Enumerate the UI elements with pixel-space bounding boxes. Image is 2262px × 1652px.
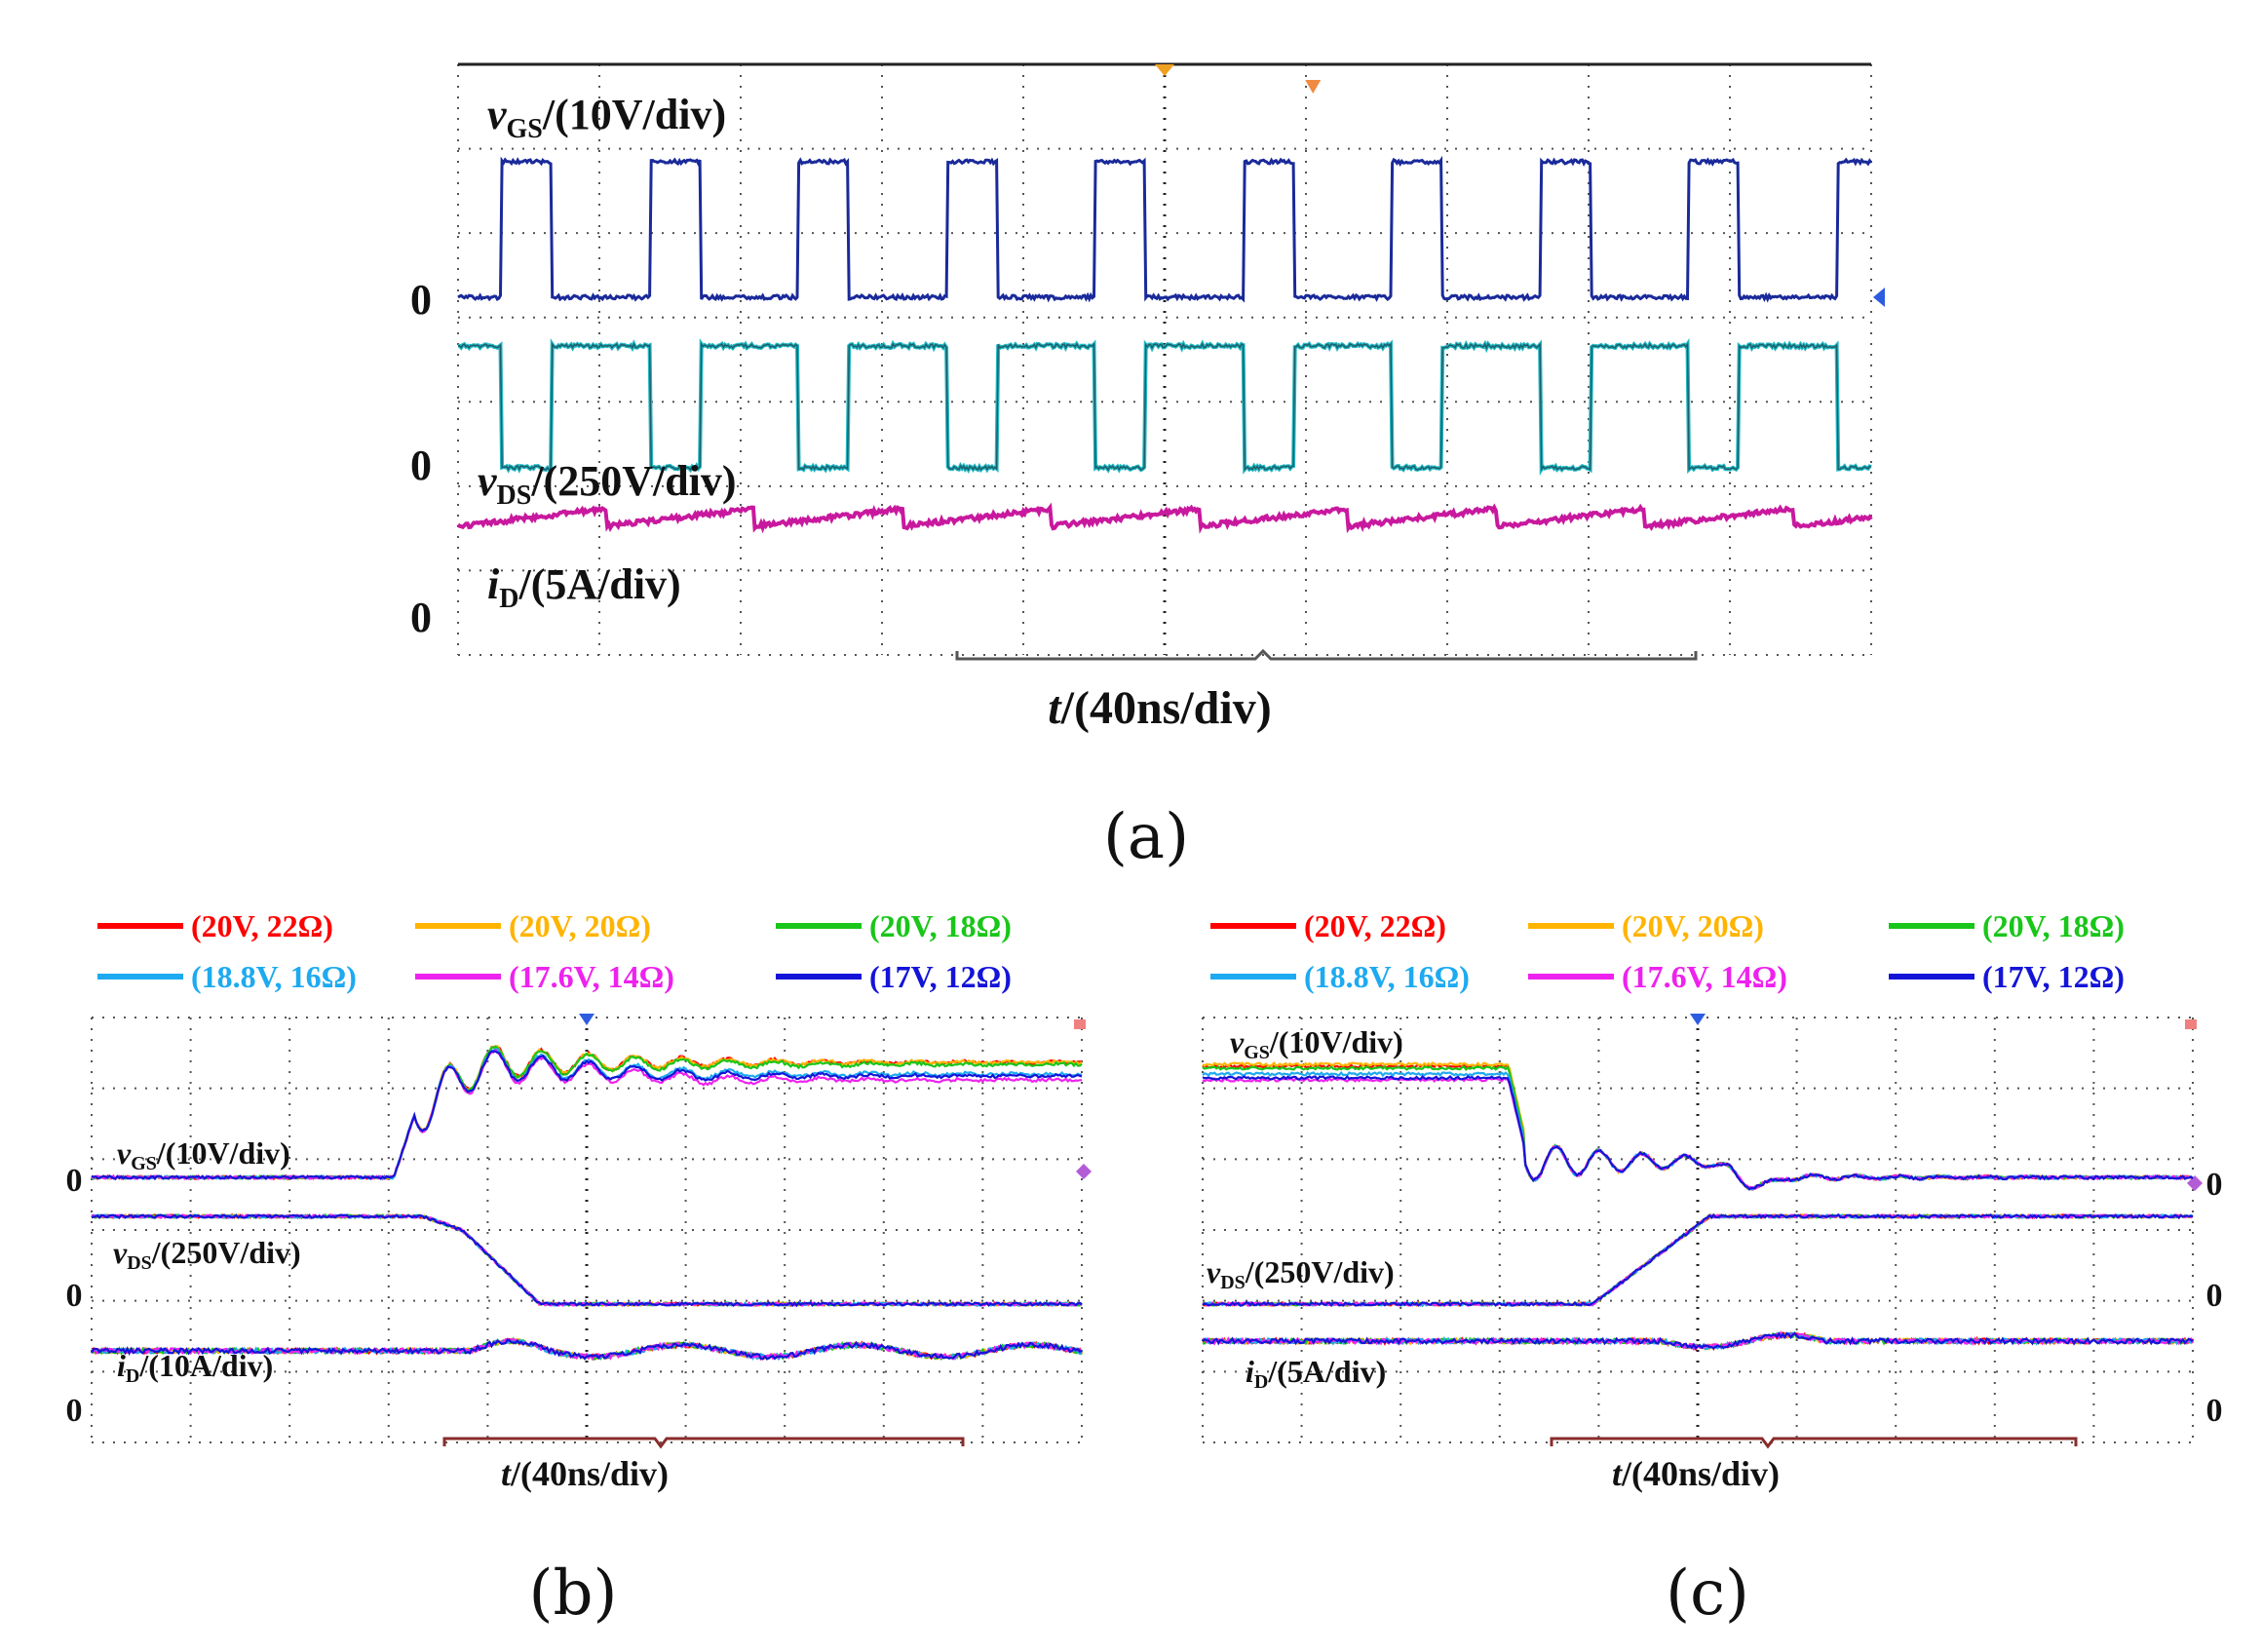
legend-entry: (20V, 22Ω) [1304, 908, 1446, 943]
vds-label-a: vDS/(250V/div) [478, 457, 737, 511]
trigger-marker-a [1155, 64, 1174, 76]
id-label-c: iD/(5A/div) [1246, 1354, 1386, 1393]
traces-a [456, 155, 1885, 534]
panel-b: (20V, 22Ω) (20V, 20Ω) (20V, 18Ω) (18.8V, 16… [66, 908, 1092, 1630]
id-zero-label-a: 0 [410, 594, 432, 641]
legend-entry: (20V, 20Ω) [509, 908, 651, 943]
legend-entry: (20V, 22Ω) [191, 908, 333, 943]
time-bracket-a [955, 648, 1698, 661]
trigger-marker-b [579, 1014, 594, 1025]
legend-entry: (18.8V, 16Ω) [191, 959, 357, 994]
vds-label-b: vDS/(250V/div) [113, 1235, 301, 1274]
ground-marker-b [1076, 1164, 1092, 1179]
traces-c [1202, 1014, 2203, 1352]
caption-b: (b) [529, 1557, 618, 1630]
legend-entry: (17.6V, 14Ω) [1622, 959, 1787, 994]
vds-trace-shadow-a [457, 341, 1872, 472]
time-bracket-b [442, 1437, 965, 1449]
ground-marker-c [2187, 1175, 2203, 1191]
vds-zero-label-c: 0 [2206, 1278, 2223, 1314]
scope-marker-c [2185, 1019, 2197, 1029]
caption-c: (c) [1666, 1557, 1749, 1630]
xlabel-a: t/(40ns/div) [1048, 682, 1271, 734]
legend-entry: (17V, 12Ω) [869, 959, 1012, 994]
id-label-b: iD/(10A/div) [117, 1348, 273, 1387]
scope-marker-b [1074, 1019, 1086, 1029]
traces-b [91, 1014, 1092, 1362]
vgs-trace-b-series-6 [91, 1050, 1083, 1181]
vgs-label-a: vGS/(10V/div) [487, 91, 726, 144]
grid-a [457, 62, 1872, 656]
panel-c: (20V, 22Ω) (20V, 20Ω) (20V, 18Ω) (18.8V, 16… [1202, 908, 2223, 1630]
id-trace-c-series-6 [1202, 1331, 2194, 1351]
vds-trace-c-series-6 [1202, 1212, 2194, 1307]
trigger-marker-c [1690, 1014, 1706, 1025]
legend-entry: (17V, 12Ω) [1982, 959, 2125, 994]
legend-entry: (20V, 18Ω) [1982, 908, 2125, 943]
vgs-label-c: vGS/(10V/div) [1230, 1024, 1403, 1063]
vds-zero-label-a: 0 [410, 442, 432, 489]
id-trace-b-series-6 [91, 1338, 1083, 1361]
vgs-zero-label-b: 0 [66, 1163, 83, 1199]
vds-zero-label-b: 0 [66, 1278, 83, 1314]
xlabel-c: t/(40ns/div) [1612, 1454, 1780, 1493]
legend-b: (20V, 22Ω) (20V, 20Ω) (20V, 18Ω) (18.8V, 16… [97, 908, 1012, 994]
vgs-trace-c-series-3 [1202, 1064, 2194, 1191]
xlabel-b: t/(40ns/div) [501, 1454, 669, 1493]
caption-a: (a) [1103, 801, 1189, 873]
legend-entry: (20V, 20Ω) [1622, 908, 1764, 943]
vgs-trace-c-series-6 [1202, 1074, 2194, 1191]
id-zero-label-b: 0 [66, 1393, 83, 1429]
time-bracket-c [1550, 1437, 2078, 1449]
vgs-zero-label-a: 0 [410, 276, 432, 324]
vgs-trace-c-series-4 [1202, 1070, 2194, 1191]
legend-entry: (18.8V, 16Ω) [1304, 959, 1470, 994]
ch1-ground-marker-a [1873, 288, 1885, 307]
legend-c: (20V, 22Ω) (20V, 20Ω) (20V, 18Ω) (18.8V, 16… [1210, 908, 2125, 994]
id-trace-a [456, 502, 1873, 534]
vgs-trace-a [457, 155, 1873, 303]
vds-trace-b-series-6 [91, 1213, 1083, 1308]
id-label-a: iD/(5A/div) [487, 560, 681, 614]
cursor-marker-a [1305, 80, 1322, 94]
id-zero-label-c: 0 [2206, 1393, 2223, 1429]
panel-a: vGS/(10V/div) 0 vDS/(250V/div) 0 iD/(5A/… [410, 62, 1885, 873]
vds-label-c: vDS/(250V/div) [1207, 1254, 1395, 1293]
legend-entry: (17.6V, 14Ω) [509, 959, 674, 994]
legend-entry: (20V, 18Ω) [869, 908, 1012, 943]
vgs-zero-label-c: 0 [2206, 1167, 2223, 1203]
vgs-label-b: vGS/(10V/div) [117, 1135, 290, 1174]
vgs-trace-c-series-5 [1202, 1076, 2194, 1191]
